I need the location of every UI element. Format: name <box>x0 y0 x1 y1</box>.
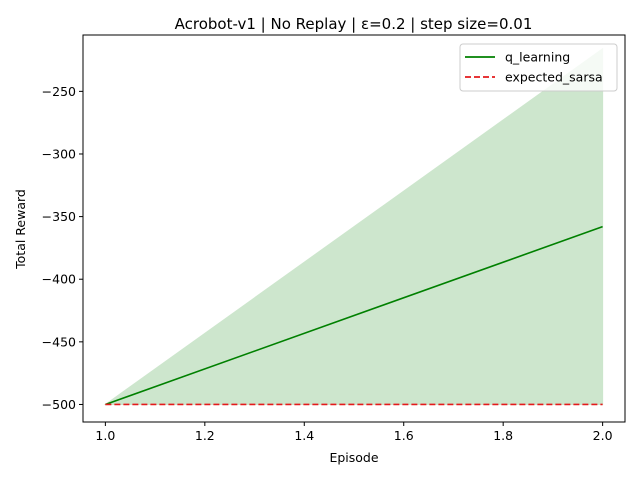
axes-frame <box>82 34 626 423</box>
x-tick-label: 1.0 <box>95 428 115 443</box>
y-tick-label: −350 <box>42 209 76 224</box>
series-line-0 <box>105 225 603 406</box>
chart-title: Acrobot-v1 | No Replay | ε=0.2 | step si… <box>175 15 533 33</box>
plot-area <box>103 47 604 406</box>
legend-label-q-learning: q_learning <box>505 50 570 65</box>
legend: q_learning expected_sarsa <box>459 43 618 92</box>
y-axis-label: Total Reward <box>13 189 28 270</box>
legend-label-expected-sarsa: expected_sarsa <box>505 70 603 85</box>
y-tick-label: −500 <box>42 397 76 412</box>
x-tick-label: 1.6 <box>394 428 414 443</box>
y-tick-label: −400 <box>42 272 76 287</box>
x-tick-label: 1.2 <box>195 428 215 443</box>
y-tick-label: −450 <box>42 334 76 349</box>
y-tick-label: −250 <box>42 84 76 99</box>
x-tick-label: 2.0 <box>593 428 613 443</box>
series-band-0 <box>103 47 604 405</box>
y-axis: −500 −450 −400 −350 −300 −250 <box>42 84 83 412</box>
x-tick-label: 1.8 <box>493 428 513 443</box>
y-tick-label: −300 <box>42 146 76 161</box>
x-axis: 1.0 1.2 1.4 1.6 1.8 2.0 <box>95 422 613 443</box>
x-tick-label: 1.4 <box>294 428 314 443</box>
legend-box <box>459 43 618 92</box>
x-axis-label: Episode <box>329 450 378 465</box>
